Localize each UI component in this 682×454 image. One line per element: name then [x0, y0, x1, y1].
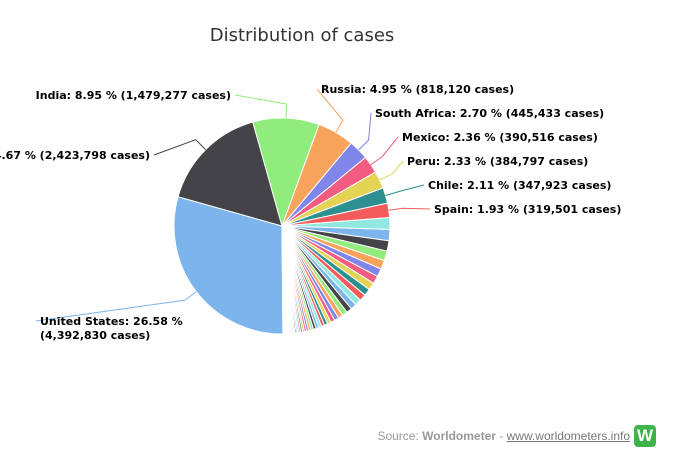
connector-line — [316, 88, 344, 133]
credits: Source: Worldometer - www.worldometers.i… — [377, 429, 630, 443]
connectors-group — [35, 88, 431, 322]
connector-line — [35, 291, 197, 322]
connector-line — [385, 184, 425, 196]
credits-prefix: Source: — [377, 429, 423, 443]
connector-line — [234, 94, 288, 119]
labels-group: United States: 26.58 %(4,392,830 cases) B… — [0, 83, 621, 342]
worldometer-logo-icon: W — [634, 425, 656, 447]
connector-line — [370, 136, 399, 166]
slice-other[interactable] — [281, 225, 284, 335]
data-label: United States: 26.58 % (4,392,830 cases) — [40, 315, 183, 342]
data-label: Russia: 4.95 % (818,120 cases) — [321, 83, 514, 96]
data-label: Mexico: 2.36 % (390,516 cases) — [402, 131, 598, 144]
connector-line — [379, 160, 404, 181]
connector-line — [358, 112, 372, 151]
credits-link[interactable]: www.worldometers.info — [506, 429, 630, 443]
connector-line — [153, 139, 206, 156]
data-label: Peru: 2.33 % (384,797 cases) — [407, 155, 588, 168]
chart-title: Distribution of cases — [210, 25, 395, 46]
credits-separator: - — [495, 429, 507, 443]
slices-group — [173, 117, 391, 335]
data-label: Spain: 1.93 % (319,501 cases) — [434, 203, 621, 216]
data-label: Brazil: 14.67 % (2,423,798 cases) — [0, 149, 150, 162]
data-label: India: 8.95 % (1,479,277 cases) — [36, 89, 231, 102]
connector-line — [388, 207, 431, 211]
credits-source: Worldometer — [422, 429, 496, 443]
slice-brazil[interactable] — [177, 121, 283, 227]
data-label: Chile: 2.11 % (347,923 cases) — [428, 179, 611, 192]
data-label: South Africa: 2.70 % (445,433 cases) — [375, 107, 604, 120]
